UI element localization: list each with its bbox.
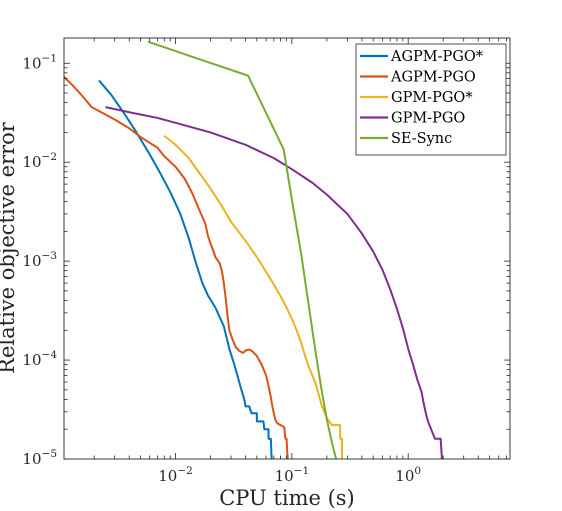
plot-frame — [63, 37, 511, 460]
legend-label: GPM-PGO* — [391, 90, 473, 106]
legend-box — [355, 43, 507, 156]
legend-label: AGPM-PGO* — [390, 49, 484, 65]
series-line-3 — [163, 134, 344, 459]
legend-label: SE-Sync — [391, 131, 452, 147]
legend: AGPM-PGO* AGPM-PGO GPM-PGO* GPM-PGO SE-Sync — [355, 43, 507, 156]
x-tick-label: 10−2 — [158, 465, 193, 485]
y-tick-label: 10−5 — [22, 448, 57, 468]
y-axis-title: Relative objective error — [0, 121, 19, 374]
series-line-5 — [147, 40, 338, 459]
x-tick-label: 10−1 — [275, 465, 310, 485]
x-axis-title: CPU time (s) — [219, 486, 355, 510]
y-tick-label: 10−4 — [22, 349, 57, 369]
y-tick-label: 10−2 — [22, 151, 57, 171]
legend-label: GPM-PGO — [391, 111, 465, 127]
x-tick-label: 100 — [395, 465, 421, 485]
series-line-4 — [105, 106, 443, 459]
y-tick-label: 10−1 — [22, 52, 57, 72]
series-line-2 — [64, 76, 289, 459]
y-tick-label: 10−3 — [22, 250, 57, 270]
series-line-1 — [98, 79, 273, 459]
legend-label: AGPM-PGO — [390, 70, 476, 86]
